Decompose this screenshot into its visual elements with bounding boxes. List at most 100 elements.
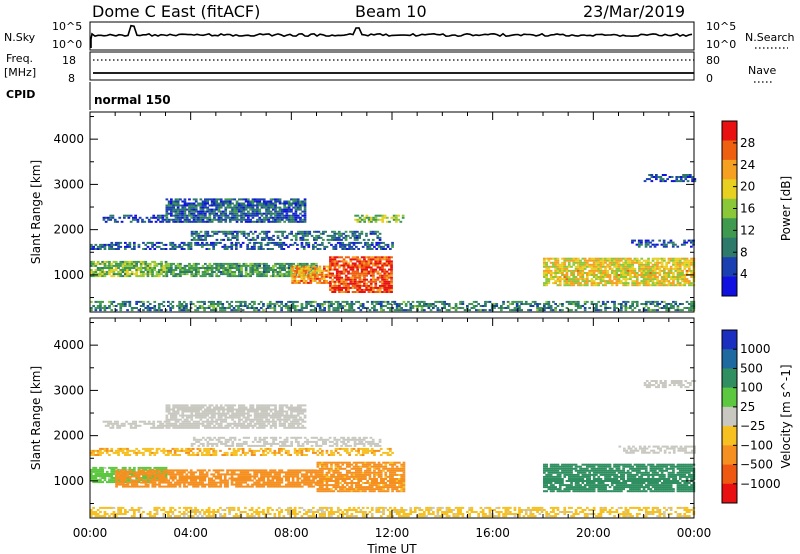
echo-cell	[96, 273, 100, 276]
echo-cell	[383, 270, 387, 273]
echo-cell	[513, 309, 517, 312]
echo-cell	[601, 284, 605, 287]
echo-cell	[425, 303, 428, 305]
echo-cell	[379, 305, 383, 307]
echo-cell	[292, 216, 295, 219]
echo-cell	[620, 309, 623, 312]
echo-cell	[301, 204, 305, 207]
echo-cell	[353, 230, 357, 233]
echo-cell	[238, 444, 241, 447]
echo-cell	[185, 269, 189, 271]
echo-cell	[192, 238, 196, 241]
echo-cell	[329, 266, 332, 269]
echo-cell	[269, 236, 273, 239]
echo-cell	[244, 305, 247, 307]
echo-cell	[224, 216, 228, 219]
echo-cell	[228, 264, 232, 267]
echo-cell	[274, 216, 277, 219]
echo-cell	[318, 248, 322, 250]
echo-cell	[281, 218, 284, 221]
echo-cell	[165, 269, 169, 271]
echo-cell	[219, 412, 223, 415]
echo-cell	[213, 410, 216, 413]
echo-cell	[274, 408, 277, 411]
echo-cell	[311, 265, 315, 268]
echo-cell	[197, 267, 200, 269]
echo-cell	[599, 305, 603, 307]
echo-cell	[90, 243, 93, 246]
echo-cell	[108, 267, 111, 269]
echo-cell	[649, 274, 653, 276]
echo-cell	[126, 309, 129, 312]
echo-cell	[247, 206, 250, 209]
echo-cell	[682, 174, 685, 176]
echo-cell	[133, 243, 136, 246]
echo-cell	[107, 218, 110, 221]
echo-cell	[588, 265, 591, 268]
echo-cell	[222, 420, 225, 423]
echo-cell	[235, 309, 238, 312]
echo-cell	[253, 264, 257, 267]
echo-cell	[212, 305, 215, 307]
echo-cell	[202, 442, 205, 445]
echo-cell	[169, 307, 172, 309]
echo-cell	[638, 282, 641, 285]
echo-cell	[188, 210, 191, 213]
echo-cell	[633, 272, 637, 274]
echo-cell	[635, 272, 639, 274]
echo-cell	[199, 412, 203, 415]
echo-cell	[235, 243, 238, 246]
echo-cell	[219, 271, 223, 273]
echo-cell	[669, 278, 673, 281]
echo-cell	[329, 282, 332, 285]
echo-cell	[381, 270, 384, 273]
echo-cell	[365, 214, 369, 217]
echo-cell	[554, 272, 557, 274]
echo-cell	[208, 216, 212, 219]
echo-cell	[334, 300, 338, 303]
echo-cell	[287, 416, 291, 419]
echo-cell	[265, 442, 269, 445]
echo-cell	[139, 264, 143, 267]
echo-cell	[208, 406, 212, 409]
echo-cell	[665, 267, 668, 270]
echo-cell	[217, 210, 221, 213]
echo-cell	[360, 230, 364, 233]
echo-cell	[635, 257, 639, 260]
echo-cell	[228, 424, 232, 427]
echo-cell	[390, 291, 393, 293]
echo-cell	[376, 276, 380, 279]
echo-cell	[165, 210, 169, 213]
echo-cell	[144, 248, 148, 250]
echo-cell	[213, 230, 216, 233]
echo-cell	[244, 406, 248, 409]
echo-cell	[240, 212, 243, 215]
echo-cell	[662, 239, 666, 242]
echo-cell	[228, 406, 232, 409]
echo-cell	[159, 426, 162, 429]
echo-cell	[219, 420, 223, 423]
echo-cell	[651, 284, 655, 287]
echo-cell	[237, 309, 240, 312]
echo-cell	[668, 176, 672, 178]
echo-cell	[92, 262, 95, 265]
echo-cell	[654, 274, 657, 276]
echo-cell	[278, 300, 281, 303]
echo-cell	[669, 305, 673, 307]
echo-cell	[409, 305, 413, 307]
echo-cell	[631, 241, 634, 244]
echo-cell	[577, 272, 580, 274]
echo-cell	[660, 259, 664, 262]
echo-cell	[102, 216, 106, 219]
echo-cell	[117, 449, 120, 452]
echo-cell	[676, 257, 680, 260]
echo-cell	[543, 309, 546, 312]
echo-cell	[281, 267, 284, 269]
echo-cell	[574, 280, 578, 283]
echo-cell	[626, 269, 630, 272]
echo-cell	[356, 220, 360, 223]
echo-cell	[162, 264, 166, 267]
echo-cell	[363, 264, 366, 267]
echo-cell	[388, 276, 391, 279]
echo-cell	[274, 412, 277, 415]
